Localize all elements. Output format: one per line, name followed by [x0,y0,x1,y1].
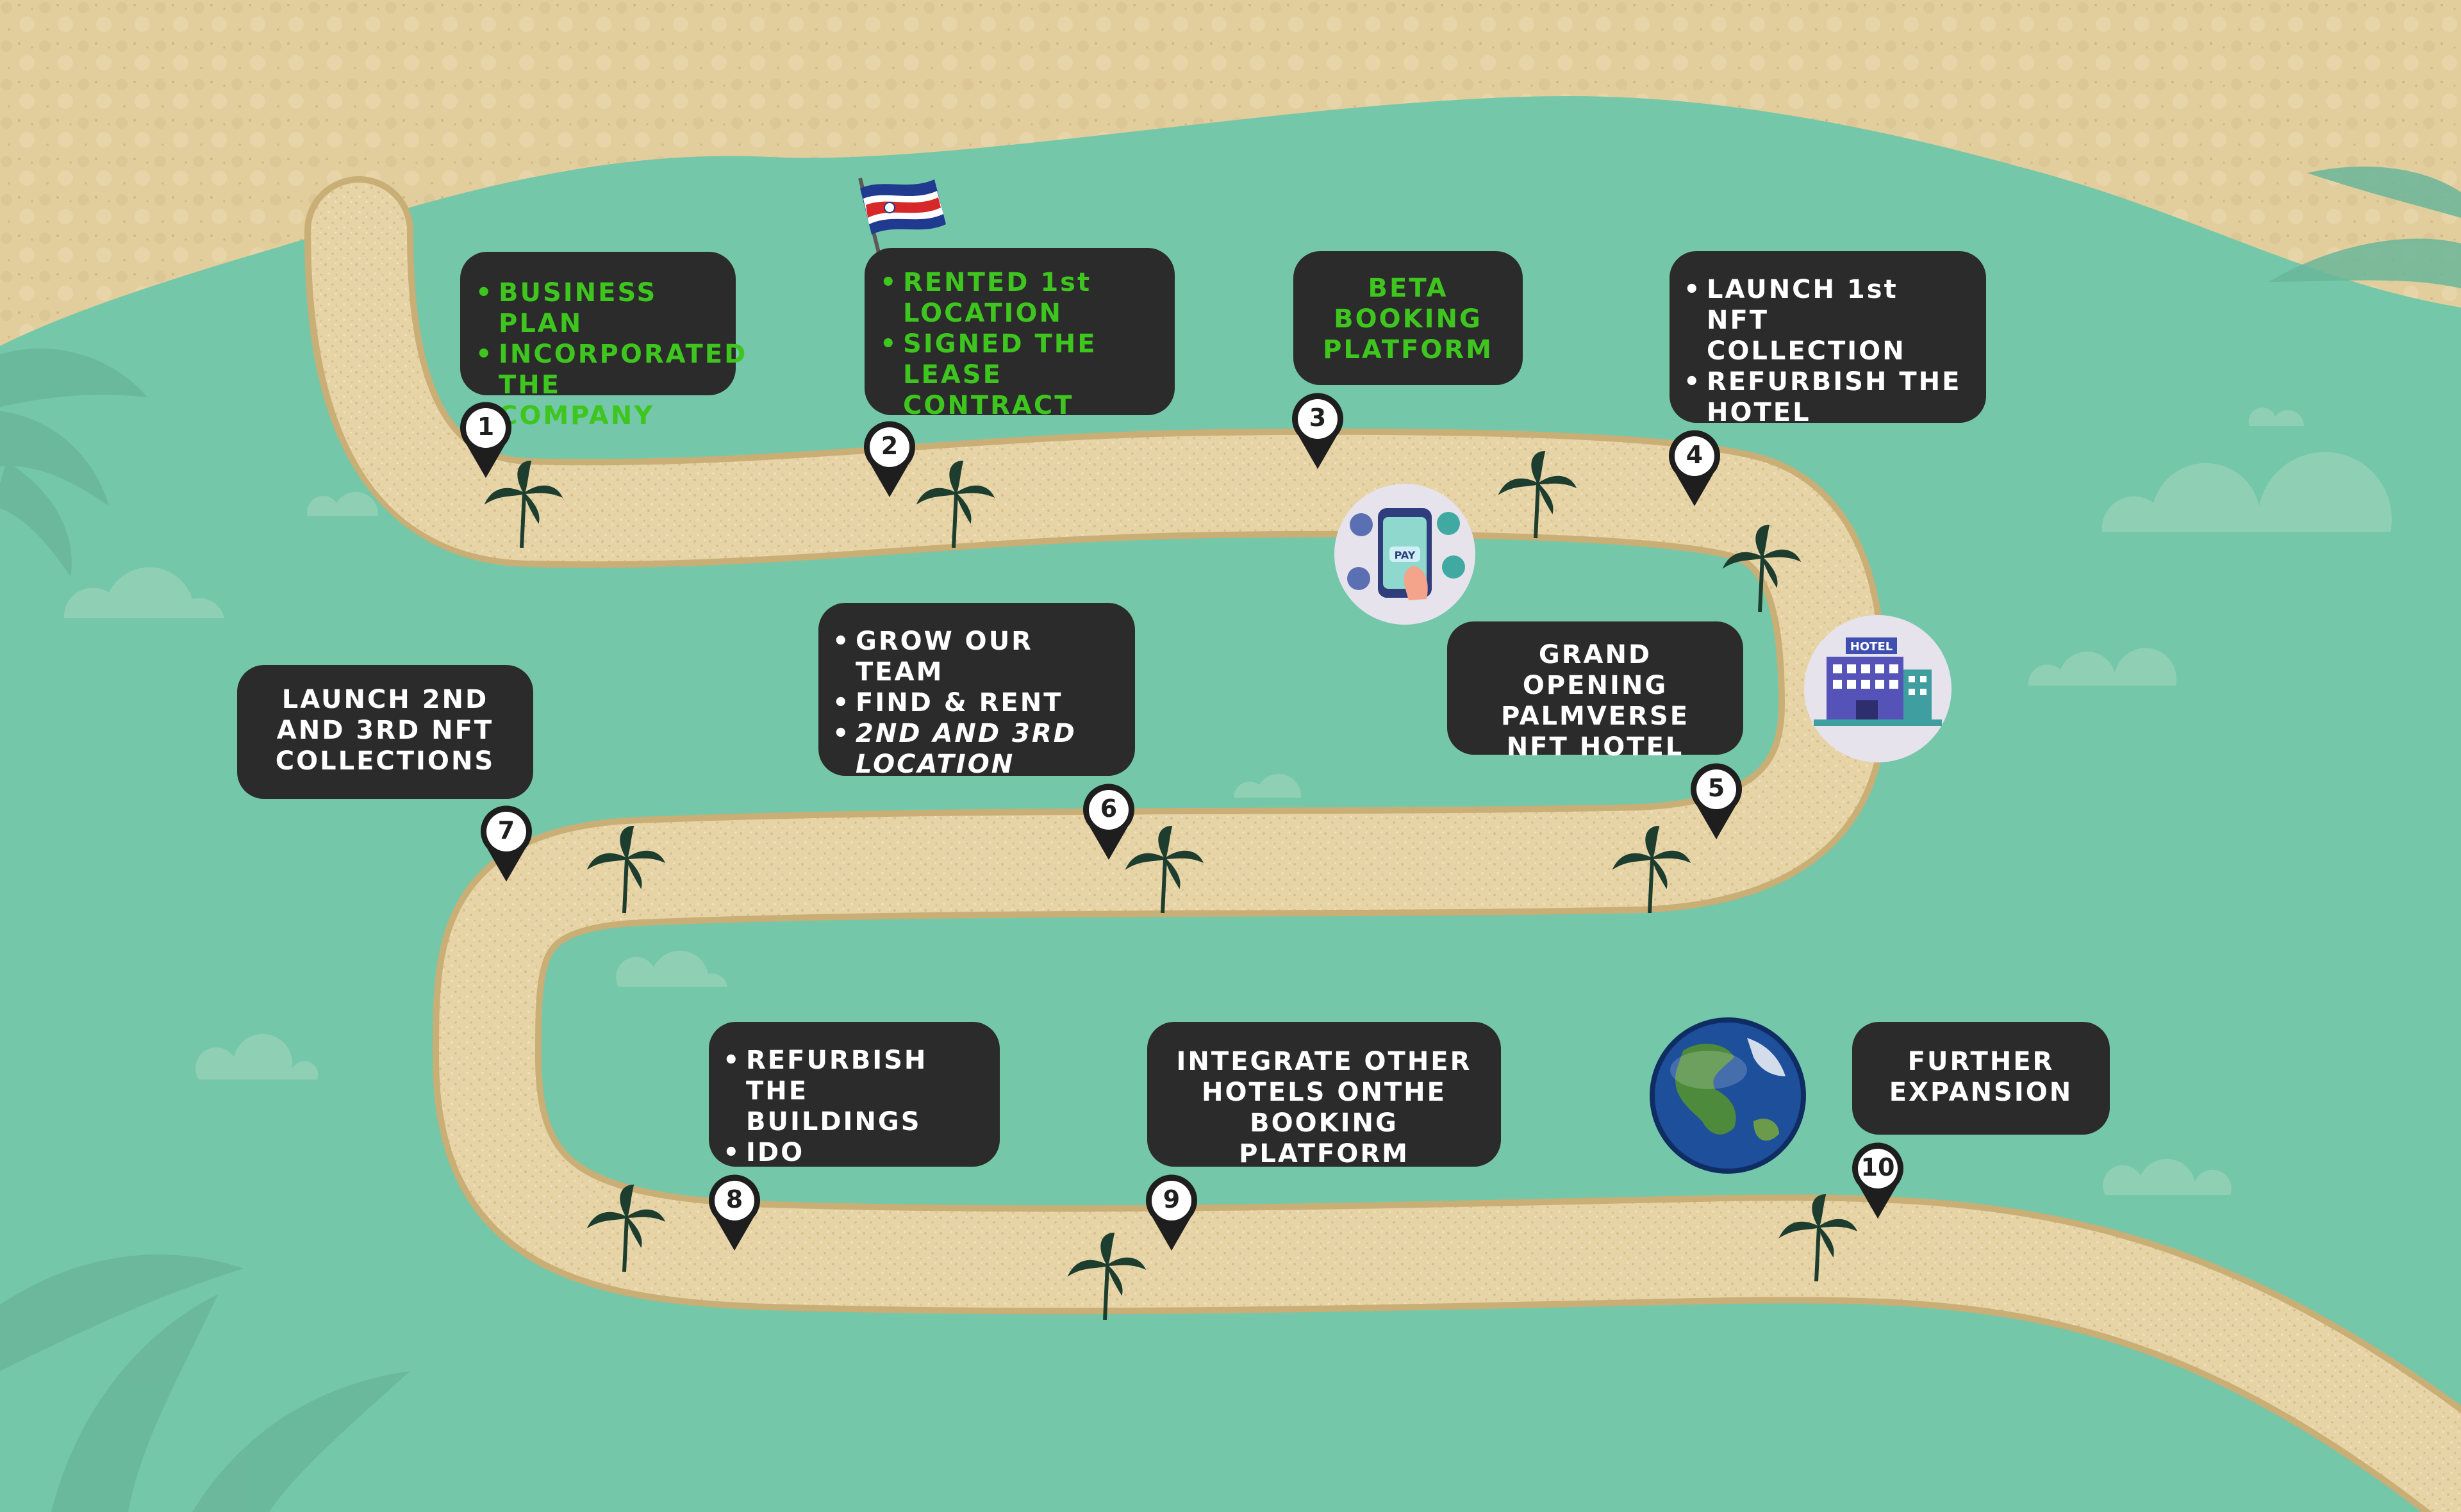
map-pin-icon [1083,784,1134,860]
milestone-card-4: LAUNCH 1st NFT COLLECTION REFURBISH THE … [1670,251,1986,427]
payment-phone-icon: PAY [1334,484,1475,625]
milestone-card-3: BETA BOOKING PLATFORM [1293,251,1523,385]
milestone-card-9: INTEGRATE OTHER HOTELS ONTHE BOOKING PLA… [1147,1022,1501,1169]
milestone-item: REFURBISH THE BUILDINGS [723,1045,984,1137]
map-pin-6: 6 [1082,783,1136,864]
pin-number: 1 [477,413,495,441]
map-pin-icon [709,1174,760,1251]
milestone-text: GRAND OPENING PALMVERSE NFT HOTEL [1500,640,1690,762]
milestone-items: LAUNCH 1st NFT COLLECTION REFURBISH THE … [1684,274,1971,428]
map-pin-1: 1 [459,401,513,482]
milestone-item: REFURBISH THE HOTEL [1684,366,1971,428]
hotel-sign-label: HOTEL [1850,640,1893,653]
milestone-text: BETA BOOKING PLATFORM [1323,274,1493,365]
milestone-items: RENTED 1st LOCATION SIGNED THE LEASE CON… [880,267,1156,421]
milestone-card-2: RENTED 1st LOCATION SIGNED THE LEASE CON… [865,248,1175,420]
top-beach [0,0,2461,346]
map-pin-9: 9 [1145,1174,1198,1254]
costa-rica-flag-icon [858,177,946,256]
milestone-item: SIGNED THE LEASE CONTRACT [880,329,1156,421]
map-pin-2: 2 [863,420,916,501]
milestone-item: LAUNCH 1st NFT COLLECTION [1684,274,1971,366]
pin-number: 6 [1100,794,1118,823]
pin-number: 2 [881,432,899,460]
pin-number: 7 [497,816,515,844]
map-pin-icon [1669,430,1720,506]
milestone-item: FIND & RENT [856,688,1063,718]
map-pin-7: 7 [479,805,533,885]
pin-number: 10 [1860,1153,1895,1181]
milestone-card-10: FURTHER EXPANSION [1852,1022,2110,1135]
milestone-item: INCORPORATED THE COMPANY [476,339,745,431]
map-pin-icon [1292,393,1343,469]
map-pin-3: 3 [1291,392,1345,473]
hotel-building-icon: HOTEL [1804,615,1951,762]
milestone-item-continued: FIND & RENT [833,687,1120,718]
map-pin-icon [481,805,532,882]
cloud-icon [63,407,2392,1195]
milestone-items: REFURBISH THE BUILDINGS IDO [723,1045,984,1168]
milestone-item: IDO [723,1137,984,1168]
palm-tree-icon [484,450,1858,1320]
pin-number: 9 [1163,1185,1181,1213]
milestone-text: INTEGRATE OTHER HOTELS ONTHE BOOKING PLA… [1176,1047,1472,1169]
milestone-card-1: BUSINESS PLAN INCORPORATED THE COMPANY [460,252,745,431]
milestone-item: BUSINESS PLAN [476,277,717,339]
milestone-card-5: GRAND OPENING PALMVERSE NFT HOTEL [1447,621,1743,762]
pin-number: 5 [1707,774,1725,802]
map-pin-icon [864,421,915,497]
map-pin-icon [1691,763,1742,839]
pay-label: PAY [1395,549,1416,561]
pin-number: 4 [1686,441,1703,469]
map-pin-5: 5 [1689,762,1743,843]
milestone-item: GROW OUR TEAM [833,626,1120,687]
milestone-card-7: LAUNCH 2ND AND 3RD NFT COLLECTIONS [237,665,533,799]
globe-icon [1650,1017,1806,1174]
milestone-items: GROW OUR TEAM FIND & RENT 2ND AND 3RD LO… [833,626,1120,780]
roadmap-path-surface [311,183,2461,1512]
map-pin-10: 10 [1851,1142,1905,1222]
milestone-card-8: REFURBISH THE BUILDINGS IDO [709,1022,1000,1168]
milestone-item: 2ND AND 3RD LOCATION [833,718,1120,780]
map-pin-icon [460,402,511,478]
milestone-text: FURTHER EXPANSION [1889,1047,2073,1107]
map-pin-icon [1146,1174,1197,1251]
map-pin-icon [1852,1142,1903,1219]
map-pin-4: 4 [1668,429,1721,510]
milestone-items: BUSINESS PLAN INCORPORATED THE COMPANY [476,277,745,431]
pin-number: 3 [1309,404,1327,432]
palm-leaf-icon [0,167,2461,1512]
map-pin-8: 8 [708,1174,761,1254]
milestone-card-6: GROW OUR TEAM FIND & RENT 2ND AND 3RD LO… [818,603,1135,779]
milestone-item: RENTED 1st LOCATION [880,267,1156,329]
pin-number: 8 [725,1185,743,1213]
milestone-text: LAUNCH 2ND AND 3RD NFT COLLECTIONS [275,685,495,776]
